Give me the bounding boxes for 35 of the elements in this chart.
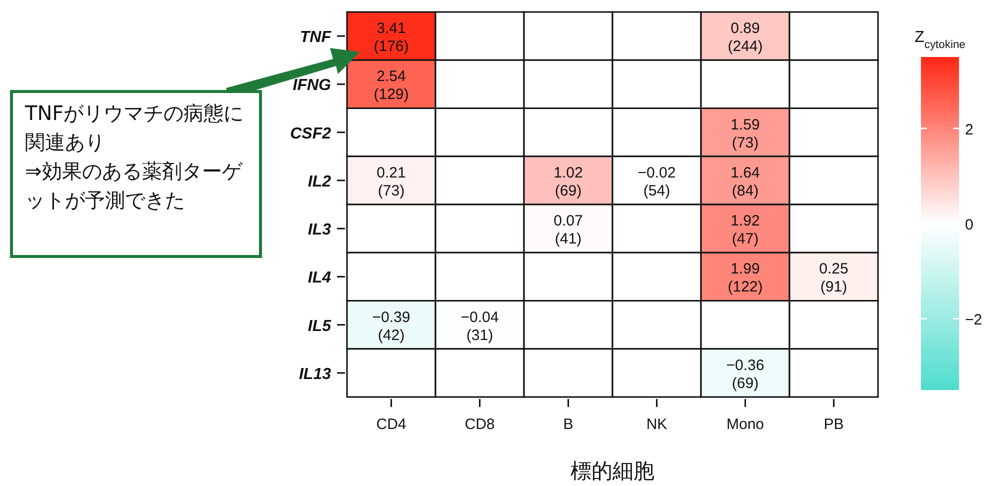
x-axis-title: 標的細胞 [570, 460, 654, 483]
data-label: 1.99 (122) [728, 260, 763, 296]
data-label: −0.02 (54) [638, 164, 676, 200]
x-tick-label: Mono [726, 416, 764, 433]
data-label: 1.59 (73) [730, 116, 760, 152]
data-label: 1.64 (84) [730, 164, 760, 200]
data-label: 0.07 (41) [554, 212, 583, 248]
data-label: −0.39 (42) [372, 308, 410, 344]
y-tick-label: IL2 [308, 173, 332, 190]
text: TNFがリウマチの病態に関連あり ⇒効果のある薬剤ターゲットが予測できた [10, 90, 262, 258]
data-label: 3.41 (176) [374, 20, 409, 56]
data-label: 1.02 (69) [554, 164, 583, 200]
x-tick-label: CD4 [376, 416, 406, 433]
color-bar-label: 2 [965, 121, 974, 138]
data-label: −0.04 (31) [460, 308, 499, 344]
y-tick-label: IL5 [308, 318, 332, 335]
data-label: 2.54 (129) [374, 68, 409, 104]
y-tick-label: IL13 [298, 366, 332, 383]
y-tick-label: IFNG [292, 77, 331, 94]
color-bar-title: Z$_{cytokine}$ [914, 29, 966, 51]
x-tick-label: NK [646, 416, 668, 433]
x-tick-label: B [563, 416, 574, 433]
y-tick-label: IL4 [308, 270, 332, 287]
data-label: 0.21 (73) [376, 164, 406, 200]
data-label: 0.89 (244) [728, 20, 763, 56]
data-label: 1.92 (47) [730, 212, 760, 248]
x-tick-label: PB [824, 416, 844, 433]
color-bar-label: −2 [965, 312, 982, 329]
color-bar-label: 0 [965, 216, 974, 234]
y-tick-label: IL3 [308, 222, 332, 239]
y-tick-label: TNF [300, 29, 332, 46]
data-label: 0.25 (91) [819, 260, 848, 296]
data-label: −0.36 (69) [726, 356, 764, 392]
x-tick-label: CD8 [464, 416, 495, 433]
y-tick-label: CSF2 [290, 125, 332, 142]
